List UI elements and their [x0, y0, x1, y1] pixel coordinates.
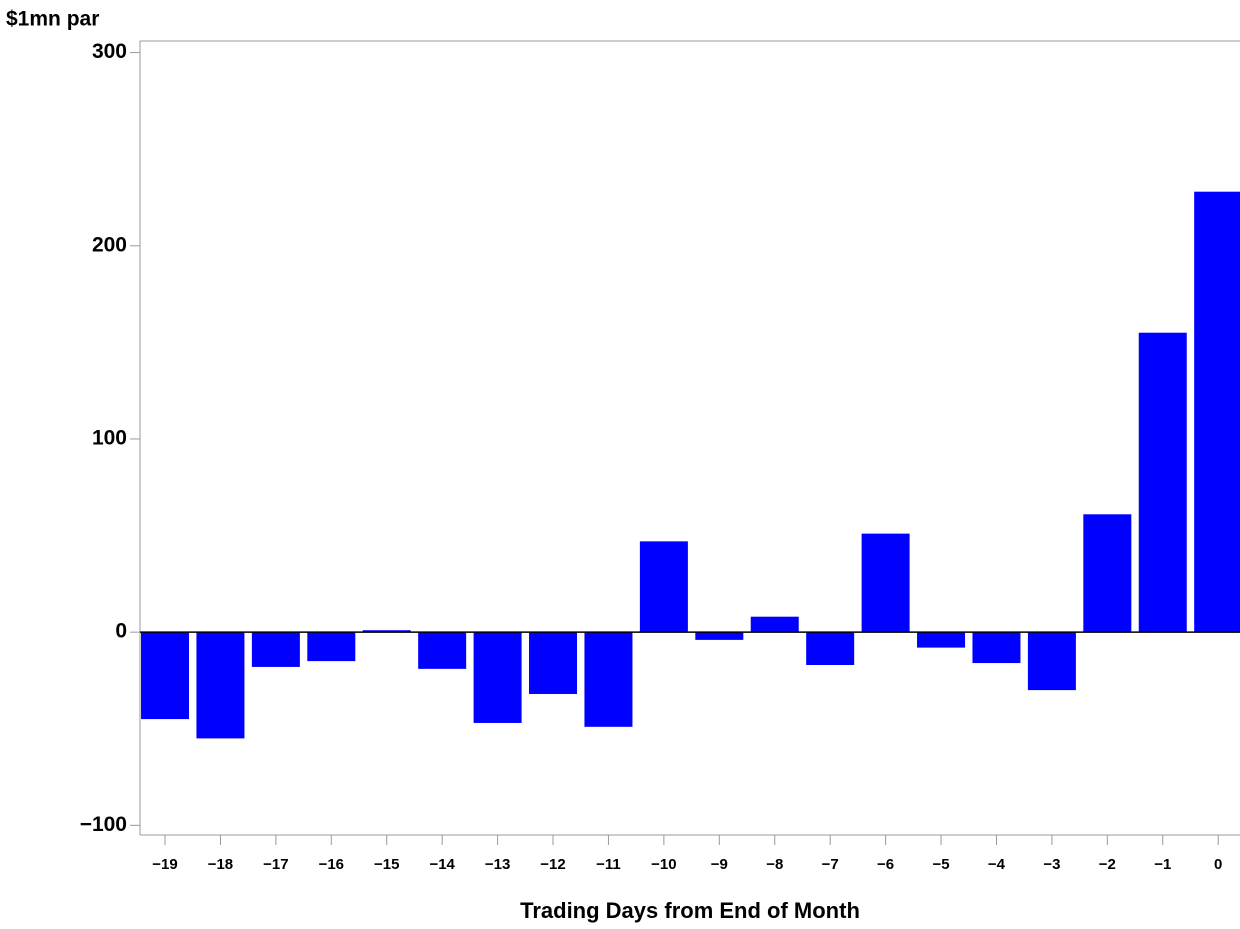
x-tick-label: −9 [711, 856, 728, 873]
x-tick-label: −3 [1043, 856, 1060, 873]
y-tick-label: 200 [92, 233, 127, 256]
y-tick-label: 0 [115, 620, 127, 643]
bar [141, 632, 190, 720]
y-tick-label: 300 [92, 40, 127, 63]
bar [1027, 632, 1076, 691]
bar [806, 632, 855, 665]
bar [251, 632, 300, 667]
bar [972, 632, 1021, 664]
x-tick-label: −8 [766, 856, 783, 873]
x-tick-label: −7 [822, 856, 839, 873]
x-tick-label: −18 [208, 856, 233, 873]
x-axis-label: Trading Days from End of Month [520, 898, 860, 923]
bar [639, 541, 688, 633]
x-tick-label: −11 [596, 856, 621, 873]
bar [1194, 191, 1240, 633]
x-tick-label: −2 [1099, 856, 1116, 873]
x-tick-label: −4 [988, 856, 1006, 873]
x-tick-label: −6 [877, 856, 894, 873]
bar [418, 632, 467, 669]
x-tick-label: −10 [651, 856, 676, 873]
x-tick-label: −12 [540, 856, 565, 873]
bar [1138, 332, 1187, 633]
y-tick-label: 100 [92, 427, 127, 450]
y-tick-label: −100 [80, 813, 127, 836]
bar [695, 632, 744, 640]
x-tick-label: −15 [374, 856, 399, 873]
x-tick-label: −5 [932, 856, 949, 873]
bar [750, 616, 799, 633]
bar [584, 632, 633, 727]
x-tick-label: −1 [1154, 856, 1171, 873]
bar [1083, 514, 1132, 633]
x-tick-label: 0 [1214, 856, 1222, 873]
bar [307, 632, 356, 662]
bar [473, 632, 522, 723]
bar [917, 632, 966, 648]
bar [861, 533, 910, 633]
x-tick-label: −17 [263, 856, 288, 873]
y-axis-label: $1mn par [6, 8, 99, 31]
x-tick-label: −16 [319, 856, 344, 873]
x-tick-label: −13 [485, 856, 510, 873]
bar [362, 630, 411, 633]
bar [196, 632, 245, 739]
x-tick-label: −19 [152, 856, 177, 873]
bar [529, 632, 578, 694]
x-tick-label: −14 [429, 856, 455, 873]
